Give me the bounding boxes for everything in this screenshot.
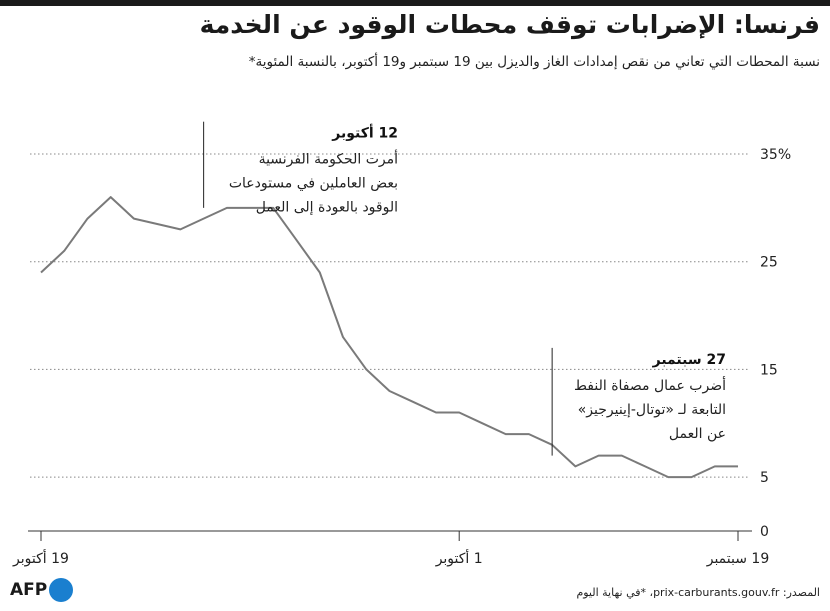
- series-layer: [40, 196, 739, 479]
- annotation-text-line: التابعة لـ «توتال-إينيرجيز»: [578, 402, 726, 418]
- x-tick-label: 19 سبتمبر: [706, 551, 770, 567]
- annotation-text-line: أضرب عمال مصفاة النفط: [574, 376, 726, 394]
- grid-layer: 0 5 15 25 35%: [30, 147, 791, 540]
- annotation-text-line: عن العمل: [669, 426, 726, 442]
- chart-subtitle: نسبة المحطات التي تعاني من نقص إمدادات ا…: [248, 54, 820, 70]
- annotation-text-line: الوقود بالعودة إلى العمل: [256, 200, 398, 216]
- annotation-heading: 12 أكتوبر: [331, 124, 398, 142]
- annotation-text-line: أمرت الحكومة الفرنسية: [259, 150, 399, 168]
- x-tick-label: 19 أكتوبر: [12, 549, 69, 567]
- series-line: [40, 196, 738, 479]
- x-axis: 19 سبتمبر 1 أكتوبر 19 أكتوبر: [12, 530, 770, 567]
- y-tick-label: 0: [760, 524, 769, 540]
- y-tick-label: 35%: [760, 147, 791, 163]
- y-tick-label: 25: [760, 255, 778, 271]
- chart-title: فرنسا: الإضرابات توقف محطات الوقود عن ال…: [199, 10, 820, 39]
- top-rule: [0, 0, 830, 6]
- afp-logo-text: AFP: [10, 580, 48, 600]
- y-tick-label: 15: [760, 362, 778, 378]
- source-note: المصدر: prix-carburants.gouv.fr، *في نها…: [576, 586, 820, 599]
- afp-logo: AFP: [10, 578, 74, 602]
- y-tick-label: 5: [760, 470, 769, 486]
- annotations-layer: 12 أكتوبر أمرت الحكومة الفرنسية بعض العامل…: [203, 121, 726, 456]
- annotation-text-line: بعض العاملين في مستودعات: [229, 176, 398, 192]
- annotation-heading: 27 سبتمبر: [652, 352, 726, 368]
- afp-logo-circle: [49, 578, 74, 602]
- x-tick-label: 1 أكتوبر: [435, 549, 483, 567]
